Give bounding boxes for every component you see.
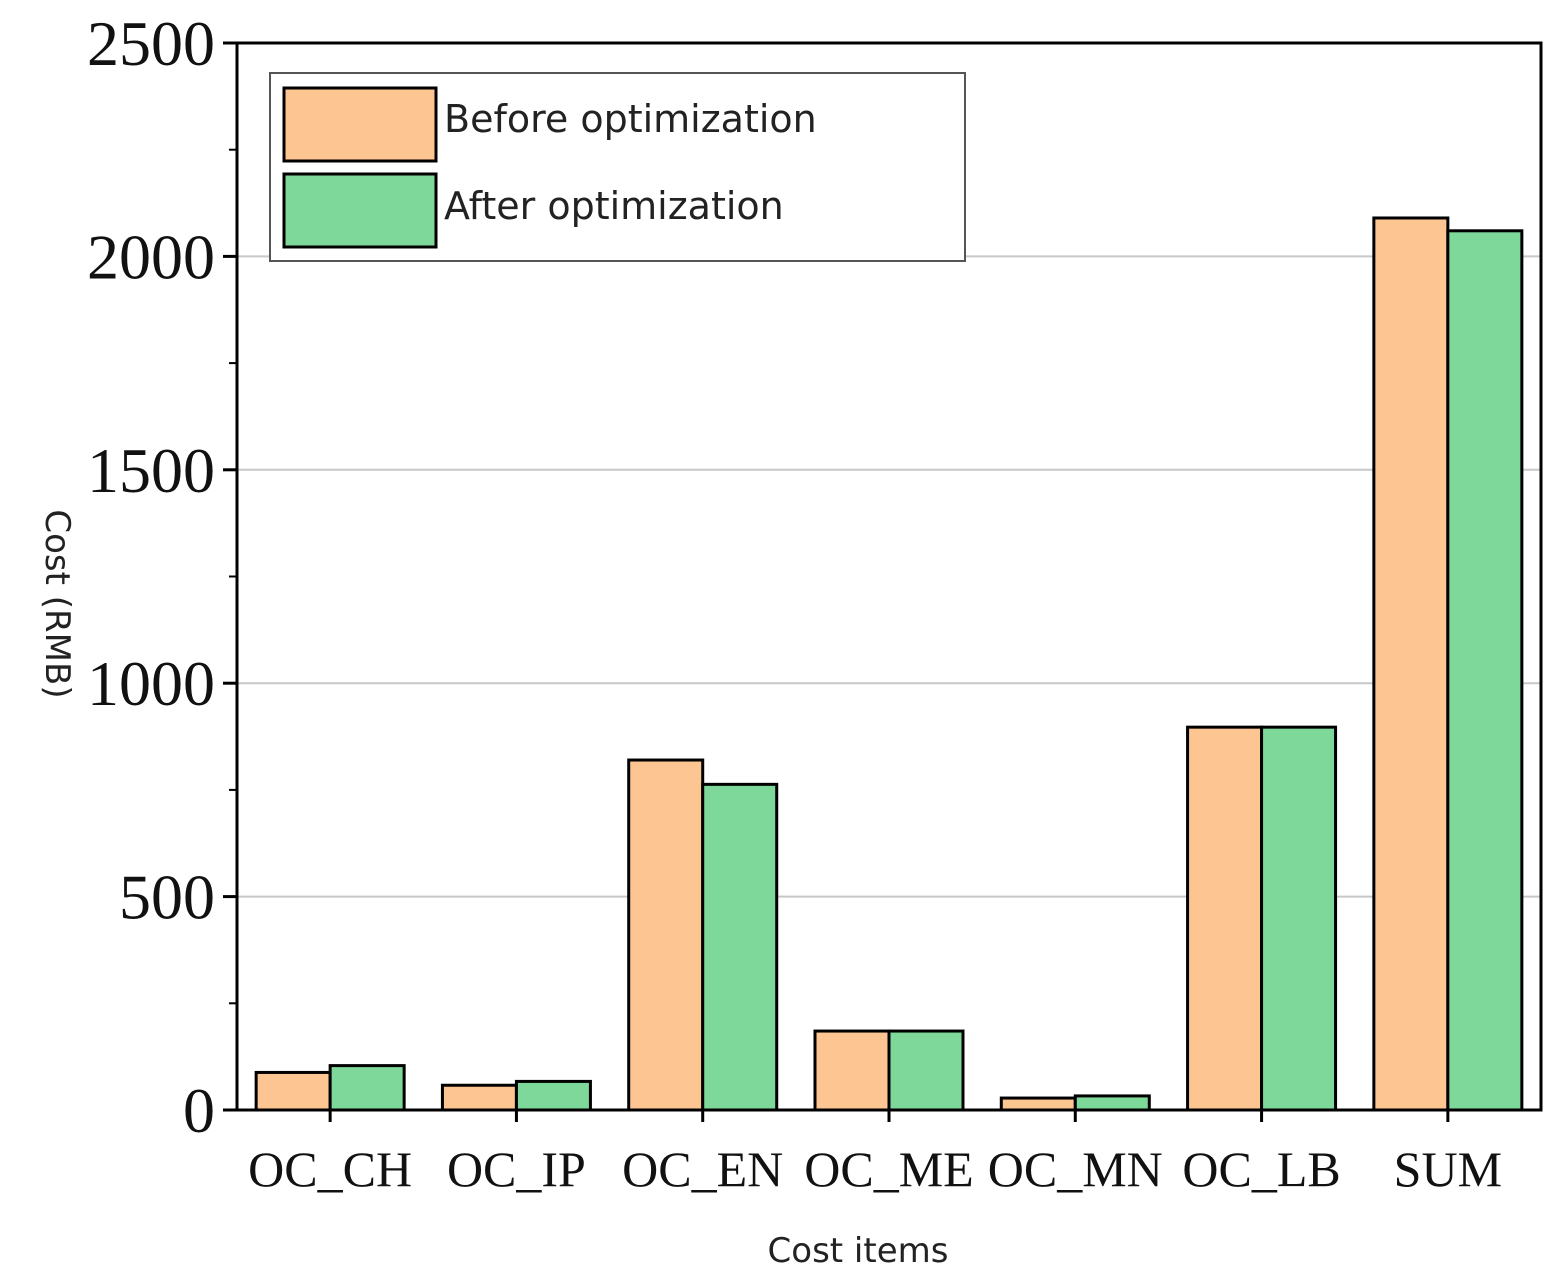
x-tick-label: OC_CH: [248, 1141, 412, 1197]
legend-label-after: After optimization: [444, 184, 784, 228]
y-tick-label: 2000: [87, 221, 215, 292]
bar-after-sum: [1446, 229, 1524, 1112]
bars: [254, 216, 1524, 1112]
x-tick-label: OC_ME: [804, 1141, 973, 1197]
x-tick-label: OC_MN: [988, 1141, 1163, 1197]
y-tick-label: 1000: [87, 648, 215, 719]
grid-lines: [237, 255, 1541, 898]
x-axis-ticks: OC_CH OC_IP OC_EN OC_ME OC_MN OC_LB SUM: [248, 1110, 1502, 1197]
y-tick-label: 1500: [87, 435, 215, 506]
y-axis-label: Cost (RMB): [37, 509, 77, 698]
legend-swatch-before: [282, 86, 438, 163]
x-tick-label: SUM: [1394, 1141, 1502, 1197]
bar-after-oc-ip: [514, 1079, 592, 1112]
bar-before-sum: [1372, 216, 1450, 1112]
y-tick-label: 2500: [87, 8, 215, 79]
y-axis-ticks: 0 500 1000 1500 2000 2500: [87, 8, 237, 1146]
x-tick-label: OC_LB: [1182, 1141, 1340, 1197]
bar-after-oc-ch: [328, 1064, 406, 1112]
y-tick-label: 0: [183, 1075, 215, 1146]
y-tick-label: 500: [119, 862, 215, 933]
bar-after-oc-me: [887, 1029, 965, 1112]
legend-label-before: Before optimization: [444, 97, 817, 141]
bar-before-oc-me: [813, 1029, 891, 1112]
legend: Before optimization After optimization: [269, 72, 966, 262]
bar-before-oc-ch: [254, 1070, 332, 1112]
x-axis-label: Cost items: [768, 1231, 949, 1271]
bar-after-oc-mn: [1073, 1094, 1151, 1112]
bar-after-oc-en: [701, 782, 779, 1112]
bar-before-oc-mn: [999, 1096, 1077, 1112]
bar-before-oc-en: [627, 758, 705, 1112]
legend-swatch-after: [282, 172, 438, 249]
bar-before-oc-ip: [440, 1083, 518, 1112]
bar-after-oc-lb: [1260, 725, 1338, 1112]
bar-before-oc-lb: [1186, 725, 1264, 1112]
x-tick-label: OC_EN: [622, 1141, 783, 1197]
x-tick-label: OC_IP: [447, 1141, 586, 1197]
